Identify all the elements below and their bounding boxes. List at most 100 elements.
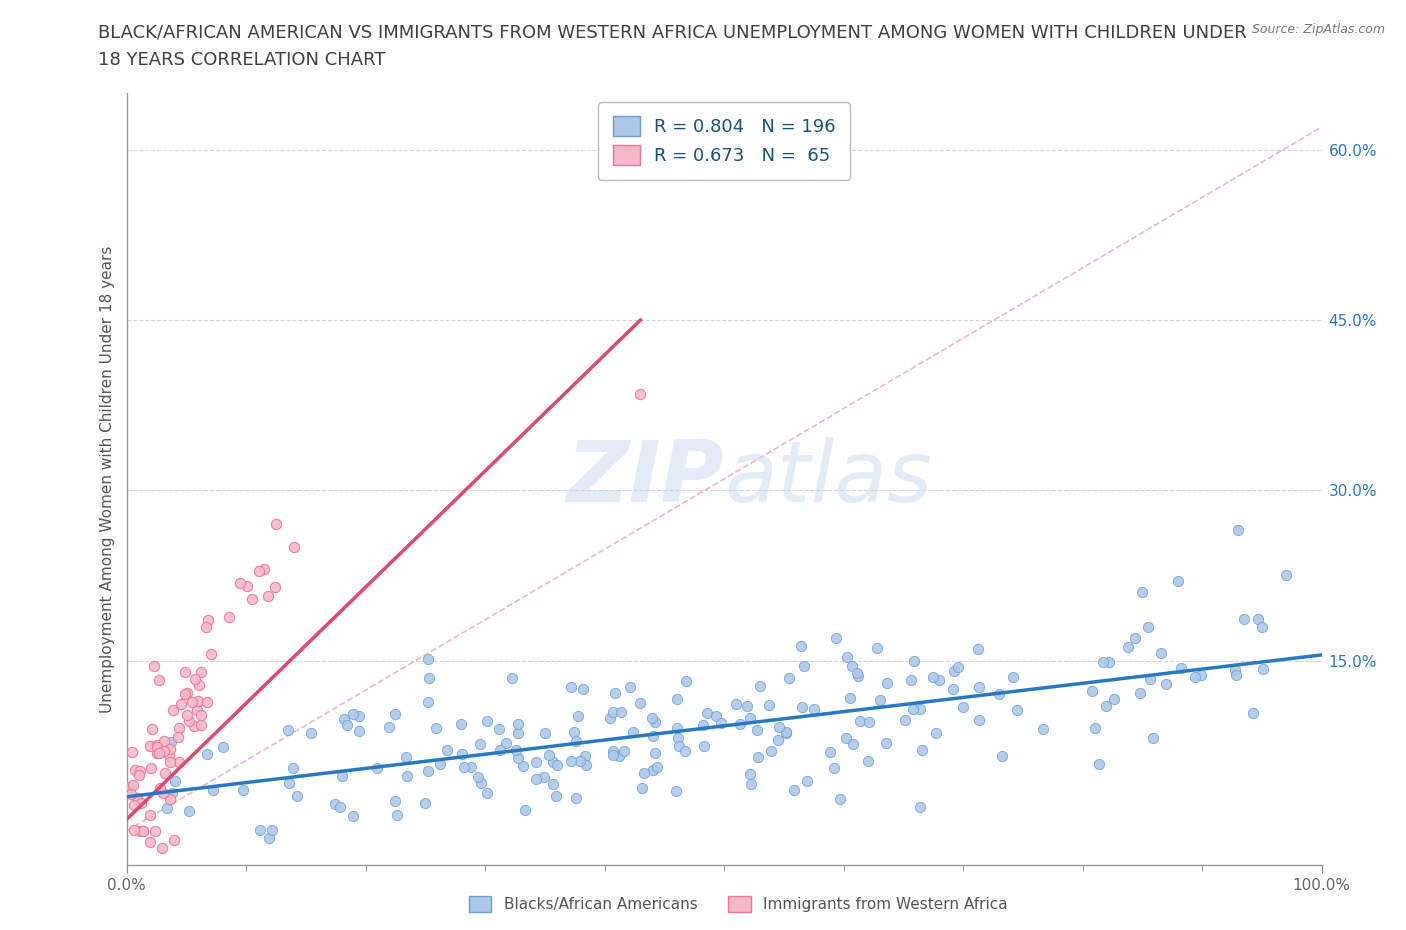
Point xyxy=(153,744,176,759)
Point xyxy=(240,591,263,606)
Point xyxy=(176,685,198,700)
Point xyxy=(477,786,499,801)
Point xyxy=(323,797,346,812)
Point xyxy=(1225,663,1247,678)
Point xyxy=(876,675,898,690)
Point xyxy=(903,654,925,669)
Point xyxy=(1251,661,1274,676)
Point xyxy=(249,822,271,837)
Point xyxy=(460,760,482,775)
Point xyxy=(613,743,636,758)
Point xyxy=(142,658,165,673)
Point xyxy=(645,759,668,774)
Point xyxy=(121,745,143,760)
Point xyxy=(177,804,200,818)
Point xyxy=(858,714,880,729)
Point xyxy=(190,708,212,723)
Point xyxy=(467,769,489,784)
Point xyxy=(149,780,172,795)
Text: BLACK/AFRICAN AMERICAN VS IMMIGRANTS FROM WESTERN AFRICA UNEMPLOYMENT AMONG WOME: BLACK/AFRICAN AMERICAN VS IMMIGRANTS FRO… xyxy=(98,23,1247,41)
Point xyxy=(790,699,813,714)
Point xyxy=(1241,706,1264,721)
Point xyxy=(987,687,1010,702)
Point xyxy=(159,792,181,807)
Point xyxy=(1233,612,1256,627)
Point xyxy=(257,830,280,845)
Point xyxy=(841,658,863,673)
Point xyxy=(835,731,858,746)
Point xyxy=(693,739,716,754)
Point xyxy=(506,751,529,765)
Point xyxy=(347,709,370,724)
Point xyxy=(122,823,145,838)
Point xyxy=(336,718,359,733)
Point xyxy=(1247,611,1270,626)
Point xyxy=(212,739,235,754)
Point xyxy=(630,696,652,711)
Point xyxy=(162,703,184,718)
Point xyxy=(436,742,458,757)
Point xyxy=(247,564,270,578)
Point xyxy=(236,578,259,593)
Point xyxy=(197,747,219,762)
Point xyxy=(541,777,564,791)
Point xyxy=(569,754,592,769)
Point xyxy=(546,758,568,773)
Point xyxy=(475,713,498,728)
Point xyxy=(146,746,169,761)
Point xyxy=(602,743,624,758)
Point xyxy=(281,761,304,776)
Point xyxy=(167,730,190,745)
Point xyxy=(141,761,163,776)
Point xyxy=(846,669,869,684)
Point xyxy=(538,748,561,763)
Point xyxy=(159,754,181,769)
Point xyxy=(174,664,197,679)
Point xyxy=(967,642,990,657)
Point xyxy=(747,750,769,764)
Point xyxy=(565,734,588,749)
Point xyxy=(1032,722,1054,737)
Point xyxy=(1142,731,1164,746)
Point xyxy=(124,763,146,777)
Point xyxy=(1080,684,1102,698)
Point xyxy=(183,719,205,734)
Point xyxy=(541,754,564,769)
Point xyxy=(1139,671,1161,686)
Point xyxy=(1084,721,1107,736)
Point xyxy=(837,650,859,665)
Point xyxy=(747,723,769,737)
Point xyxy=(796,773,818,788)
Point xyxy=(818,744,841,759)
Point xyxy=(170,697,193,711)
Point xyxy=(200,647,222,662)
Point xyxy=(749,678,772,693)
Point xyxy=(922,670,945,684)
Point xyxy=(856,753,879,768)
Point xyxy=(470,776,492,790)
Point xyxy=(644,745,666,760)
Point xyxy=(120,787,142,802)
Point xyxy=(128,767,150,782)
Point xyxy=(1136,620,1159,635)
Point xyxy=(263,580,285,595)
Point xyxy=(152,734,174,749)
Point xyxy=(160,785,183,800)
Point xyxy=(229,576,252,591)
Point xyxy=(416,652,439,667)
Point xyxy=(187,694,209,709)
Point xyxy=(395,768,418,783)
Point xyxy=(450,717,472,732)
Point xyxy=(952,700,974,715)
Point xyxy=(759,743,782,758)
Point xyxy=(501,671,523,685)
Point xyxy=(129,823,152,838)
Point xyxy=(849,713,872,728)
Point xyxy=(187,677,209,692)
Point xyxy=(283,539,305,554)
Point xyxy=(450,747,472,762)
Point xyxy=(621,724,644,739)
Point xyxy=(152,786,174,801)
Point xyxy=(775,725,797,740)
Point xyxy=(830,791,852,806)
